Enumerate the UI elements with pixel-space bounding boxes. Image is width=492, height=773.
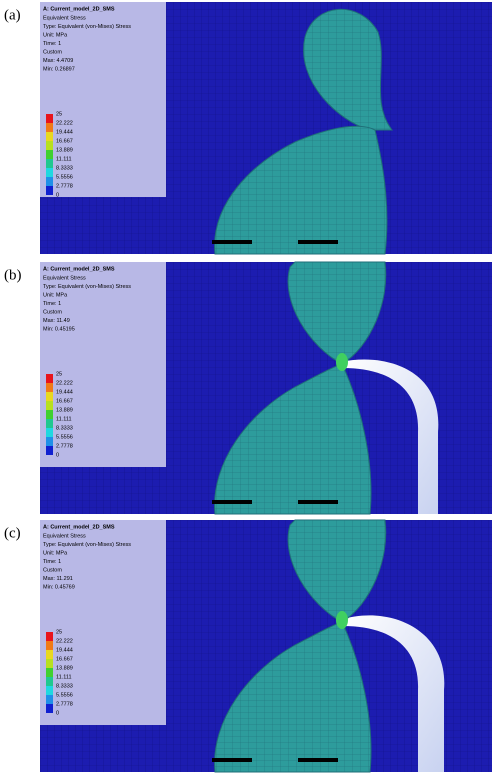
scale-bar xyxy=(212,500,252,504)
legend-line: Min: 0.45769 xyxy=(43,584,75,590)
colorbar-band xyxy=(46,141,53,150)
colorbar-label: 5.5556 xyxy=(56,174,73,180)
colorbar-label: 8.3333 xyxy=(56,683,73,689)
scale-bar xyxy=(212,240,252,244)
legend-line: Type: Equivalent (von-Mises) Stress xyxy=(43,284,131,290)
legend-line: Time: 1 xyxy=(43,301,61,307)
colorbar-band xyxy=(46,419,53,428)
colorbar-band xyxy=(46,114,53,123)
colorbar-label: 13.889 xyxy=(56,665,73,671)
colorbar-band xyxy=(46,150,53,159)
colorbar-band xyxy=(46,186,53,195)
colorbar-label: 13.889 xyxy=(56,407,73,413)
colorbar-band xyxy=(46,650,53,659)
colorbar-label: 8.3333 xyxy=(56,425,73,431)
legend-title: A: Current_model_2D_SMS xyxy=(43,524,115,530)
colorbar-band xyxy=(46,132,53,141)
colorbar-band xyxy=(46,392,53,401)
colorbar-band xyxy=(46,659,53,668)
colorbar-label: 16.667 xyxy=(56,138,73,144)
legend-line: Time: 1 xyxy=(43,559,61,565)
legend-title: A: Current_model_2D_SMS xyxy=(43,6,115,12)
colorbar-band xyxy=(46,704,53,713)
colorbar-band xyxy=(46,401,53,410)
colorbar-band xyxy=(46,668,53,677)
colorbar-band xyxy=(46,177,53,186)
colorbar-label: 16.667 xyxy=(56,398,73,404)
colorbar-band xyxy=(46,695,53,704)
colorbar-label: 11.111 xyxy=(56,416,72,422)
colorbar-band xyxy=(46,159,53,168)
panel-label: (c) xyxy=(4,525,21,541)
colorbar-label: 19.444 xyxy=(56,129,73,135)
colorbar-label: 22.222 xyxy=(56,638,73,644)
colorbar-label: 5.5556 xyxy=(56,692,73,698)
contact-neck xyxy=(336,353,348,371)
colorbar-label: 2.7778 xyxy=(56,701,73,707)
colorbar-band xyxy=(46,123,53,132)
legend-line: Type: Equivalent (von-Mises) Stress xyxy=(43,542,131,548)
colorbar-label: 22.222 xyxy=(56,380,73,386)
legend-line: Equivalent Stress xyxy=(43,275,86,281)
scale-bar xyxy=(298,758,338,762)
colorbar-band xyxy=(46,437,53,446)
legend-line: Time: 1 xyxy=(43,41,61,47)
scale-bar xyxy=(212,758,252,762)
colorbar-band xyxy=(46,428,53,437)
colorbar-label: 8.3333 xyxy=(56,165,73,171)
colorbar-label: 2.7778 xyxy=(56,443,73,449)
colorbar-label: 5.5556 xyxy=(56,434,73,440)
legend-line: Max: 11.291 xyxy=(43,576,73,582)
colorbar-band xyxy=(46,168,53,177)
colorbar-band xyxy=(46,641,53,650)
colorbar-label: 2.7778 xyxy=(56,183,73,189)
colorbar-label: 0 xyxy=(56,710,59,716)
colorbar-label: 19.444 xyxy=(56,647,73,653)
colorbar-band xyxy=(46,677,53,686)
colorbar-label: 16.667 xyxy=(56,656,73,662)
figure: (a) A: Current_model_2D_SMS Equivalent Str… xyxy=(0,0,492,773)
colorbar-label: 25 xyxy=(56,371,62,377)
colorbar-band xyxy=(46,446,53,455)
legend-line: Max: 11.49 xyxy=(43,318,70,324)
colorbar-label: 25 xyxy=(56,629,62,635)
legend-line: Type: Equivalent (von-Mises) Stress xyxy=(43,24,131,30)
legend-line: Max: 4.4709 xyxy=(43,58,73,64)
colorbar-label: 25 xyxy=(56,111,62,117)
legend-line: Custom xyxy=(43,49,62,55)
colorbar-band xyxy=(46,632,53,641)
colorbar-band xyxy=(46,374,53,383)
colorbar-label: 22.222 xyxy=(56,120,73,126)
legend-line: Unit: MPa xyxy=(43,32,68,38)
scale-bar xyxy=(298,500,338,504)
colorbar-band xyxy=(46,383,53,392)
panel-label: (b) xyxy=(4,267,22,283)
scale-bar xyxy=(298,240,338,244)
colorbar-label: 0 xyxy=(56,192,59,198)
legend-line: Custom xyxy=(43,567,62,573)
colorbar-label: 13.889 xyxy=(56,147,73,153)
legend-line: Unit: MPa xyxy=(43,550,68,556)
colorbar-band xyxy=(46,410,53,419)
panel: A: Current_model_2D_SMS Equivalent Stress… xyxy=(40,262,492,514)
colorbar-label: 0 xyxy=(56,452,59,458)
panel: A: Current_model_2D_SMS Equivalent Stress… xyxy=(40,520,492,772)
legend-line: Equivalent Stress xyxy=(43,533,86,539)
colorbar-band xyxy=(46,686,53,695)
panel: A: Current_model_2D_SMS Equivalent Stress… xyxy=(40,2,492,254)
legend-line: Min: 0.45195 xyxy=(43,326,75,332)
contact-neck xyxy=(336,611,348,629)
legend-line: Equivalent Stress xyxy=(43,15,86,21)
legend-line: Unit: MPa xyxy=(43,292,68,298)
colorbar-label: 11.111 xyxy=(56,156,72,162)
legend-line: Min: 0.26897 xyxy=(43,66,75,72)
colorbar-label: 19.444 xyxy=(56,389,73,395)
legend-line: Custom xyxy=(43,309,62,315)
legend-title: A: Current_model_2D_SMS xyxy=(43,266,115,272)
colorbar-label: 11.111 xyxy=(56,674,72,680)
panel-label: (a) xyxy=(4,7,21,23)
